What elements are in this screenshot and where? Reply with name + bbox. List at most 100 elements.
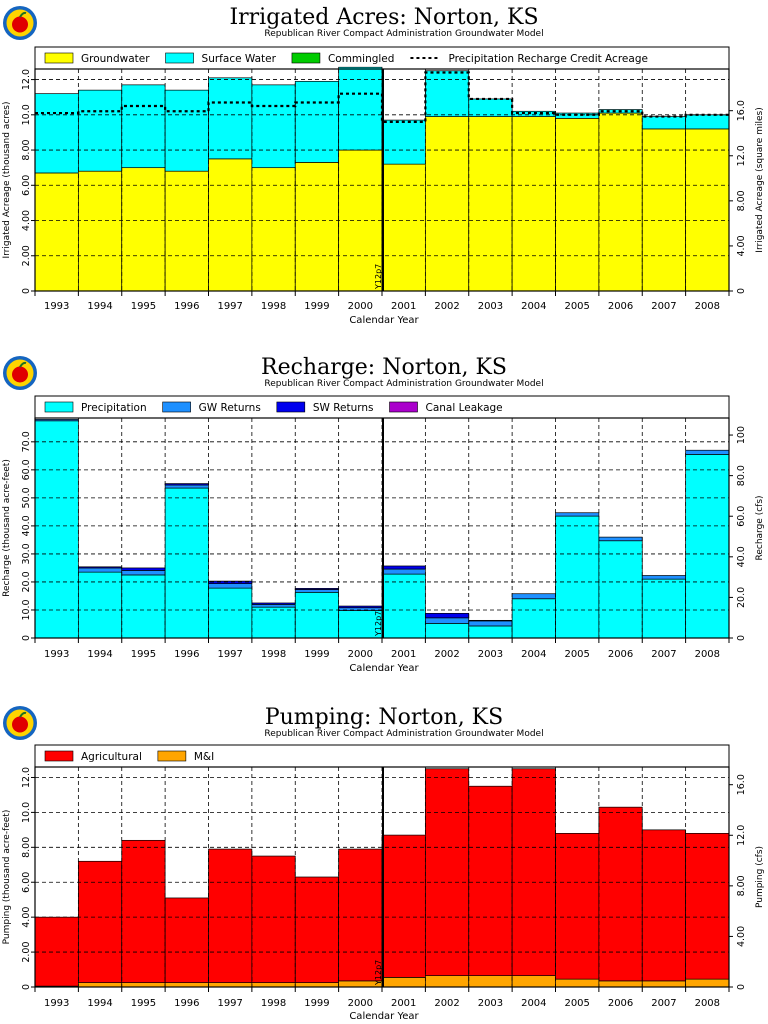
bar-2001-0 <box>381 977 426 988</box>
xtick-label-2002: 2002 <box>434 998 459 1009</box>
y-axis-label: Irrigated Acreage (thousand acres) <box>2 101 12 258</box>
y-axis-label-right: Irrigated Acreage (square miles) <box>755 107 765 252</box>
bar-1995-0 <box>121 574 166 639</box>
bar-1994-0 <box>78 982 123 988</box>
ytick-label-right: 4.00 <box>736 235 747 256</box>
bar-1994-1 <box>78 860 123 983</box>
xtick-label-2003: 2003 <box>478 998 503 1009</box>
y-axis-label: Recharge (thousand acre-feet) <box>2 459 12 597</box>
bar-1995-1 <box>121 839 166 983</box>
bar-1997-1 <box>208 583 253 589</box>
legend-swatch-1 <box>157 750 187 762</box>
bar-1994-1 <box>78 89 123 172</box>
xtick-label-1996: 1996 <box>174 649 199 660</box>
bar-2004-1 <box>511 768 556 977</box>
xtick-label-2001: 2001 <box>391 301 416 312</box>
xtick-label-2003: 2003 <box>478 649 503 660</box>
chart-title: Irrigated Acres: Norton, KS <box>229 5 538 30</box>
bars <box>34 768 730 988</box>
ytick-label: 6.00 <box>21 175 32 196</box>
xtick-label-2007: 2007 <box>651 998 676 1009</box>
xtick-label-2008: 2008 <box>695 301 720 312</box>
model-marker-label: Y12p7 <box>374 264 383 290</box>
xtick-label-1998: 1998 <box>261 649 286 660</box>
xtick-label-1997: 1997 <box>217 301 242 312</box>
xtick-label-2006: 2006 <box>608 998 633 1009</box>
x-axis-label: Calendar Year <box>349 315 419 326</box>
bar-2005-1 <box>555 832 600 980</box>
bar-1999-0 <box>294 982 339 988</box>
bar-2001-0 <box>381 573 426 639</box>
ytick-label: 40.0 <box>21 515 32 536</box>
ytick-label: 10.0 <box>21 104 32 125</box>
bar-2003-1 <box>468 620 513 627</box>
bar-2006-1 <box>598 536 643 542</box>
ytick-label: 50.0 <box>21 487 32 508</box>
ytick-label: 10.0 <box>21 802 32 823</box>
bar-2002-0 <box>425 116 470 292</box>
y-axis-label: Pumping (thousand acre-feet) <box>2 810 12 945</box>
bar-2002-0 <box>425 623 470 639</box>
bar-1995-0 <box>121 982 166 988</box>
ytick-label: 6.00 <box>21 872 32 893</box>
bar-1993-0 <box>34 420 79 639</box>
bar-2008-1 <box>685 449 730 455</box>
bar-1993-1 <box>34 419 79 422</box>
legend-swatch-1 <box>162 401 191 413</box>
bar-2008-0 <box>685 454 730 639</box>
ytick-label-right: 0 <box>736 984 747 990</box>
ytick-label: 0 <box>21 984 32 990</box>
legend-swatch-2 <box>276 401 306 413</box>
ytick-label: 2.00 <box>21 942 32 963</box>
bar-2007-1 <box>641 829 686 982</box>
xtick-label-2003: 2003 <box>478 301 503 312</box>
bar-2003-1 <box>468 785 513 977</box>
chart-title: Pumping: Norton, KS <box>265 705 503 730</box>
bar-1998-0 <box>251 167 296 292</box>
bar-1996-1 <box>164 89 209 172</box>
bar-1999-1 <box>294 589 339 593</box>
bar-2006-0 <box>598 112 643 292</box>
xtick-label-2004: 2004 <box>521 649 546 660</box>
bar-2007-1 <box>641 575 686 580</box>
ytick-label: 12.0 <box>21 69 32 90</box>
bar-1993-1 <box>34 93 79 174</box>
x-axis-label: Calendar Year <box>349 1011 419 1022</box>
bar-1998-1 <box>251 84 296 169</box>
bar-2002-0 <box>425 975 470 988</box>
ytick-label-right: 8.00 <box>736 875 747 896</box>
ytick-label: 12.0 <box>21 767 32 788</box>
xtick-label-2004: 2004 <box>521 301 546 312</box>
y-axis-label-right: Recharge (cfs) <box>755 495 765 560</box>
legend-swatch-0 <box>44 750 74 762</box>
bar-1993-0 <box>34 172 79 292</box>
bar-2001-1 <box>381 568 426 575</box>
ytick-label: 0 <box>21 288 32 294</box>
chart-title: Recharge: Norton, KS <box>261 355 507 380</box>
x-axis-label: Calendar Year <box>349 663 419 674</box>
xtick-label-2005: 2005 <box>564 301 589 312</box>
xtick-label-1998: 1998 <box>261 301 286 312</box>
bar-2004-0 <box>511 116 556 292</box>
bar-2005-0 <box>555 515 600 639</box>
bar-1996-0 <box>164 487 209 639</box>
xtick-label-1996: 1996 <box>174 301 199 312</box>
xtick-label-1994: 1994 <box>87 998 112 1009</box>
bar-1999-0 <box>294 162 339 292</box>
xtick-label-2008: 2008 <box>695 649 720 660</box>
bar-1999-1 <box>294 876 339 983</box>
ytick-label-right: 100 <box>736 426 747 444</box>
ytick-label: 4.00 <box>21 210 32 231</box>
bar-2003-0 <box>468 625 513 639</box>
ytick-label-right: 80.0 <box>736 465 747 486</box>
bar-1998-0 <box>251 606 296 639</box>
xtick-label-2007: 2007 <box>651 649 676 660</box>
xtick-label-1994: 1994 <box>87 301 112 312</box>
xtick-label-1997: 1997 <box>217 998 242 1009</box>
ytick-label-right: 16.0 <box>736 774 747 795</box>
bar-2003-1 <box>468 98 513 117</box>
logo-leaf <box>19 361 27 368</box>
ytick-label-right: 20.0 <box>736 587 747 608</box>
